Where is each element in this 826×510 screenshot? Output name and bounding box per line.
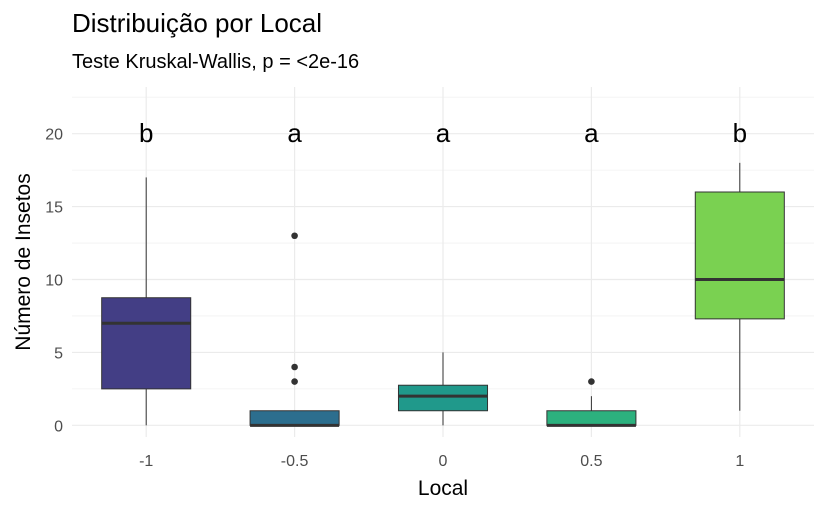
group-letter: a	[287, 118, 302, 148]
box-body	[397, 384, 489, 412]
x-tick-label: 1	[735, 453, 744, 470]
y-tick-label: 15	[45, 200, 63, 217]
box-group	[694, 162, 785, 411]
box-group	[101, 177, 192, 426]
box-body	[101, 297, 192, 390]
x-tick-label: 0	[439, 453, 448, 470]
y-axis: 0 5 10 15 20	[45, 127, 63, 436]
x-tick-label: -1	[139, 453, 153, 470]
x-tick-label: -0.5	[281, 453, 309, 470]
group-letter: a	[584, 118, 599, 148]
outlier-point	[588, 378, 595, 385]
box-body	[694, 191, 785, 320]
y-axis-title: Número de Insetos	[12, 173, 35, 350]
box-group	[397, 352, 489, 426]
box-body	[249, 410, 340, 426]
y-tick-label: 0	[54, 418, 63, 435]
x-axis: -1 -0.5 0 0.5 1	[139, 453, 744, 470]
chart-subtitle: Teste Kruskal-Wallis, p = <2e-16	[72, 51, 359, 73]
y-tick-label: 20	[45, 127, 63, 144]
x-axis-title: Local	[418, 477, 468, 500]
group-letter: b	[139, 118, 153, 148]
outlier-point	[291, 363, 298, 371]
box-group	[249, 232, 340, 427]
group-letter: b	[733, 118, 747, 148]
box-series	[101, 162, 785, 427]
group-letter: a	[436, 118, 451, 148]
x-tick-label: 0.5	[580, 453, 602, 470]
box-group	[546, 378, 637, 427]
y-tick-label: 5	[54, 345, 63, 362]
y-tick-label: 10	[45, 273, 63, 290]
chart-title: Distribuição por Local	[72, 8, 322, 38]
outlier-point	[291, 378, 298, 385]
outlier-point	[291, 232, 298, 240]
box-body	[546, 410, 637, 426]
